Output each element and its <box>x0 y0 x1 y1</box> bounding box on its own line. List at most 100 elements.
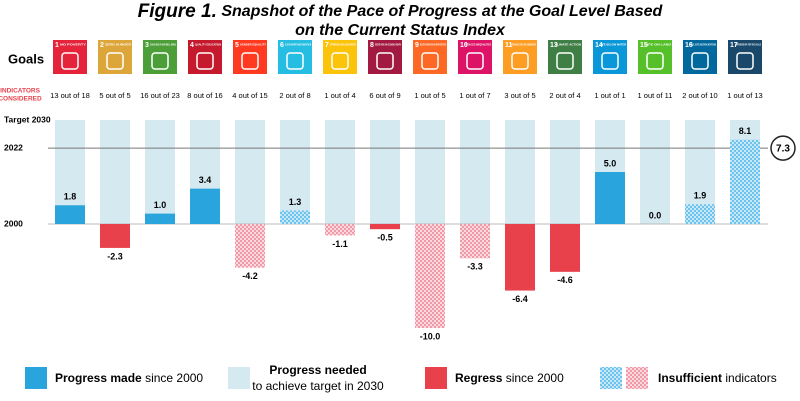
goal-number: 2 <box>100 42 104 49</box>
legend-label: Progress made since 2000 <box>55 371 203 385</box>
value-label: 8.1 <box>739 126 752 136</box>
value-label: -4.6 <box>557 275 573 285</box>
goal-number: 5 <box>235 42 239 49</box>
legend-text: since 2000 <box>506 371 564 385</box>
indicators-label: CONSIDERED <box>0 96 42 103</box>
y-tick-label: 2022 <box>4 142 23 152</box>
indicator-count: 1 out of 5 <box>414 91 445 100</box>
legend-text: indicators <box>725 371 776 385</box>
title-line: on the Current Status Index <box>295 22 506 39</box>
goal-name: GOOD HEALTH AND WELL-BEING <box>150 43 176 47</box>
progress-needed-bar <box>325 120 355 224</box>
goal-name: PEACE, JUSTICE AND STRONG INSTITUTIONS <box>690 43 716 47</box>
goal-number: 6 <box>280 42 284 49</box>
indicator-count: 6 out of 9 <box>369 91 400 100</box>
goal-number: 15 <box>640 42 648 49</box>
goal-number: 1 <box>55 42 59 49</box>
goal-name: QUALITY EDUCATION <box>195 43 221 47</box>
indicator-count: 13 out of 18 <box>50 91 90 100</box>
goal-pictogram <box>646 52 664 70</box>
goal-number: 11 <box>505 42 513 49</box>
goal-pictogram <box>556 52 574 70</box>
value-label: -4.2 <box>242 271 258 281</box>
goal-name: PARTNERSHIPS FOR THE GOALS <box>735 43 761 47</box>
legend-label: to achieve target in 2030 <box>252 379 384 393</box>
goal-number: 16 <box>685 42 693 49</box>
indicator-count: 4 out of 15 <box>232 91 267 100</box>
goal-number: 8 <box>370 42 374 49</box>
indicator-count: 2 out of 10 <box>682 91 717 100</box>
bar <box>145 213 175 224</box>
goal-name: CLIMATE ACTION <box>555 43 581 47</box>
value-label: 5.0 <box>604 158 617 168</box>
bar <box>325 224 355 236</box>
legend-bold: Progress made <box>55 371 142 385</box>
bar <box>370 224 400 230</box>
bar <box>280 210 310 224</box>
value-label: -3.3 <box>467 262 483 272</box>
bar <box>415 224 445 328</box>
indicators-label: INDICATORS <box>0 88 41 95</box>
bar <box>730 139 760 224</box>
legend-text: since 2000 <box>145 371 203 385</box>
goal-name: LIFE ON LAND <box>645 43 671 47</box>
title-line: Snapshot of the Pace of Progress at the … <box>221 3 663 20</box>
indicator-count: 2 out of 4 <box>549 91 580 100</box>
progress-needed-bar <box>145 120 175 224</box>
goal-pictogram <box>286 52 304 70</box>
bar <box>235 224 265 268</box>
value-label: -1.1 <box>332 239 348 249</box>
goal-name: CLEAN WATER AND SANITATION <box>285 43 311 47</box>
legend-swatch <box>626 367 648 389</box>
y-tick-label: Target 2030 <box>4 114 51 124</box>
goal-pictogram <box>196 52 214 70</box>
goal-name: REDUCED INEQUALITIES <box>465 43 491 47</box>
progress-needed-bar <box>505 120 535 224</box>
bar <box>505 224 535 291</box>
bar <box>100 224 130 248</box>
indicator-count: 1 out of 1 <box>594 91 625 100</box>
chart-title: Figure 1. Snapshot of the Pace of Progre… <box>138 1 664 22</box>
goal-number: 13 <box>550 42 558 49</box>
value-label: 1.3 <box>289 197 302 207</box>
legend-bold: Insufficient <box>658 371 722 385</box>
legend-bold: Regress <box>455 371 503 385</box>
goal-number: 7 <box>325 42 329 49</box>
goal-number: 3 <box>145 42 149 49</box>
progress-needed-bar <box>415 120 445 224</box>
indicator-count: 2 out of 8 <box>279 91 310 100</box>
bar <box>190 188 220 224</box>
bar <box>595 172 625 224</box>
value-label: 1.8 <box>64 192 77 202</box>
goal-name: INDUSTRY, INNOVATION AND INFRASTRUCTURE <box>420 43 446 47</box>
goal-pictogram <box>736 52 754 70</box>
goals-label: Goals <box>8 51 44 66</box>
indicator-count: 16 out of 23 <box>140 91 180 100</box>
goal-name: AFFORDABLE AND CLEAN ENERGY <box>330 43 356 47</box>
progress-needed-bar <box>460 120 490 224</box>
bar <box>55 205 85 224</box>
goal-name: SUSTAINABLE CITIES AND COMMUNITIES <box>510 43 536 47</box>
annotation-circle <box>770 135 796 161</box>
progress-needed-bar <box>550 120 580 224</box>
goal-pictogram <box>241 52 259 70</box>
title-prefix: Figure 1. <box>138 1 217 22</box>
value-label: 1.9 <box>694 191 707 201</box>
bar <box>685 204 715 224</box>
goal-pictogram <box>421 52 439 70</box>
value-label: 1.0 <box>154 200 167 210</box>
goal-pictogram <box>106 52 124 70</box>
legend-swatch <box>25 367 47 389</box>
goal-name: LIFE BELOW WATER <box>600 43 626 47</box>
value-label: -6.4 <box>512 294 528 304</box>
y-tick-label: 2000 <box>4 218 23 228</box>
indicator-count: 5 out of 5 <box>99 91 130 100</box>
indicator-count: 8 out of 16 <box>187 91 222 100</box>
legend-label: Regress since 2000 <box>455 371 564 385</box>
goal-pictogram <box>466 52 484 70</box>
goal-number: 14 <box>595 42 603 49</box>
legend-label: Progress needed <box>269 363 366 377</box>
value-label: -0.5 <box>377 233 393 243</box>
value-label: 3.4 <box>199 175 212 185</box>
